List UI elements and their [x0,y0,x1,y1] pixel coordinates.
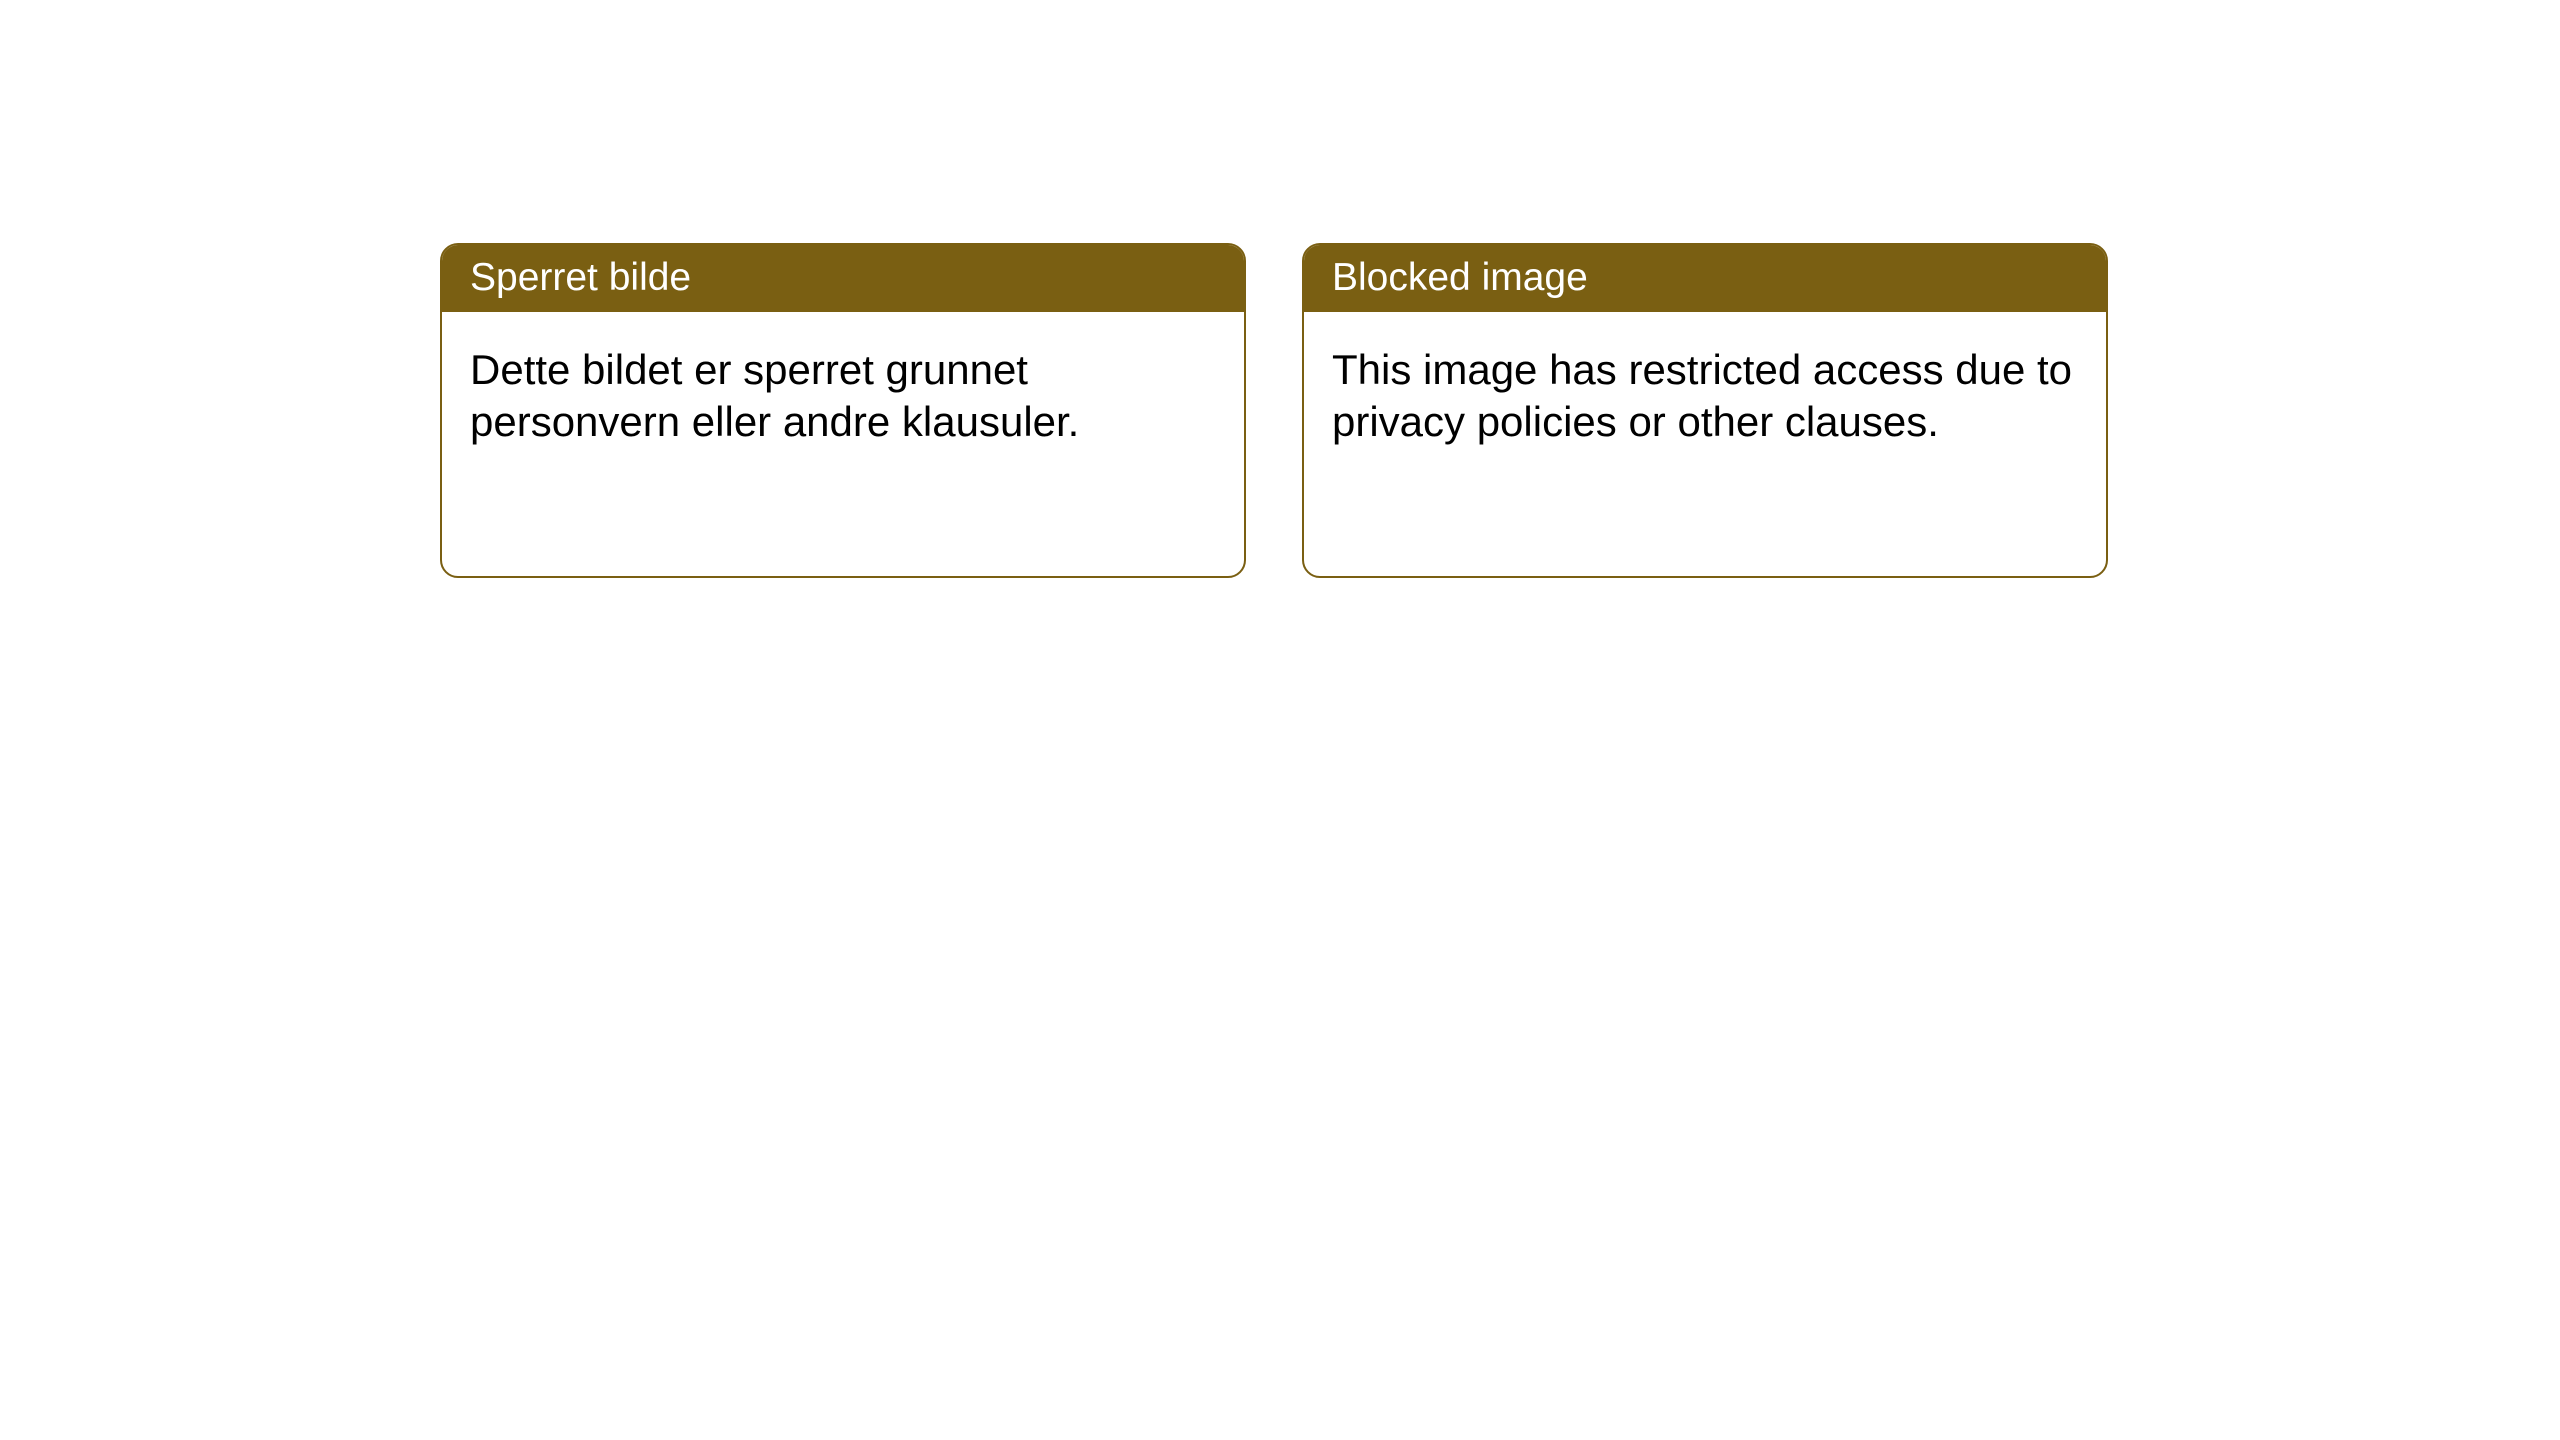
notice-header: Sperret bilde [442,245,1244,312]
notice-body: Dette bildet er sperret grunnet personve… [442,312,1244,576]
notice-card-norwegian: Sperret bilde Dette bildet er sperret gr… [440,243,1246,578]
notice-body: This image has restricted access due to … [1304,312,2106,576]
notice-header: Blocked image [1304,245,2106,312]
notice-header-text: Sperret bilde [470,256,691,299]
notice-body-text: Dette bildet er sperret grunnet personve… [470,346,1079,446]
notice-container: Sperret bilde Dette bildet er sperret gr… [0,0,2560,578]
notice-card-english: Blocked image This image has restricted … [1302,243,2108,578]
notice-header-text: Blocked image [1332,256,1588,299]
notice-body-text: This image has restricted access due to … [1332,346,2072,446]
